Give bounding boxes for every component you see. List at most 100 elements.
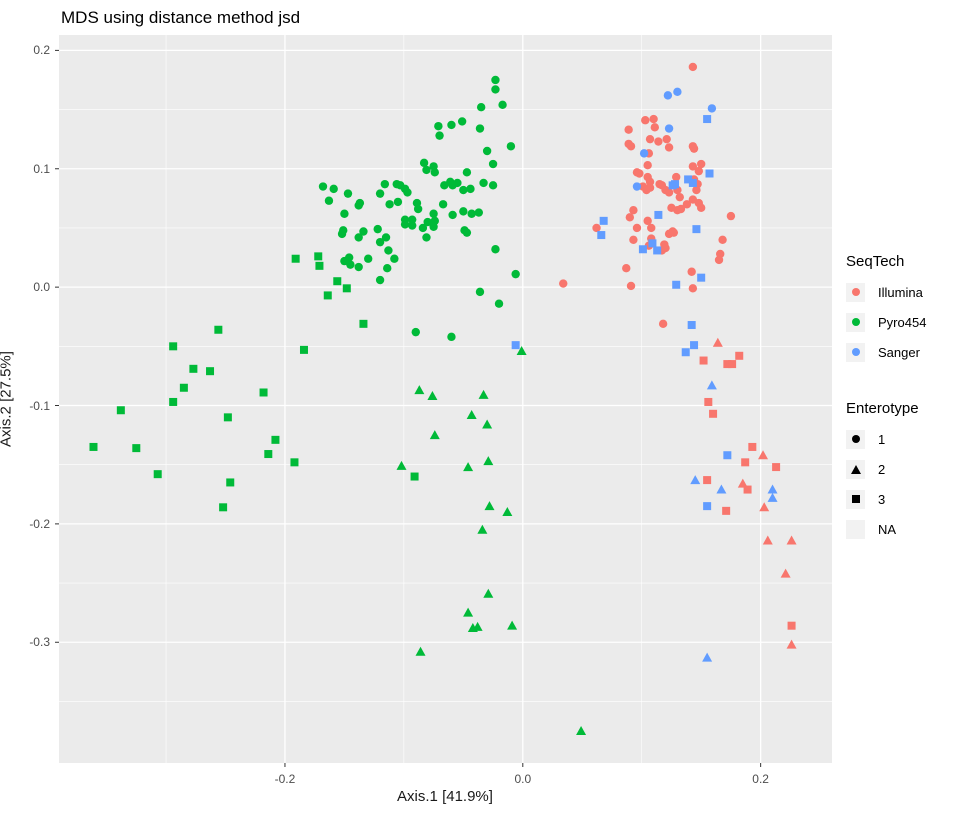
data-point-pyro454-2 [483, 456, 494, 466]
data-point-pyro454-2 [415, 646, 426, 656]
data-point-sanger-1 [673, 87, 682, 97]
data-point-pyro454-1 [346, 260, 355, 269]
data-point-sanger-3 [723, 451, 732, 460]
data-point-pyro454-3 [226, 478, 235, 487]
data-point-sanger-3 [648, 239, 657, 248]
data-point-illumina-1 [649, 114, 658, 124]
data-point-sanger-3 [653, 246, 662, 255]
data-point-illumina-3 [735, 351, 744, 360]
data-point-pyro454-1 [448, 210, 457, 220]
data-point-illumina-1 [682, 200, 692, 209]
legend-key [846, 342, 865, 362]
data-point-pyro454-2 [396, 460, 407, 470]
data-point-pyro454-3 [342, 284, 351, 293]
data-point-pyro454-3 [179, 383, 188, 392]
data-point-illumina-1 [726, 211, 736, 221]
data-point-pyro454-3 [132, 444, 141, 453]
data-point-sanger-3 [688, 178, 697, 187]
data-point-pyro454-3 [189, 364, 198, 373]
data-point-pyro454-1 [429, 209, 438, 218]
legend-item-label: 1 [878, 431, 886, 447]
data-point-pyro454-1 [459, 207, 468, 216]
legend-item-enterotype-2: 2 [846, 454, 919, 484]
data-point-sanger-3 [692, 225, 701, 234]
data-point-pyro454-2 [429, 430, 440, 440]
data-point-illumina-2 [758, 450, 769, 460]
legend-enterotype: Enterotype 1 2 3 NA [846, 400, 919, 544]
data-point-pyro454-3 [89, 442, 98, 451]
data-point-illumina-1 [645, 183, 655, 192]
legend-item-label: 2 [878, 461, 886, 477]
data-point-pyro454-1 [408, 215, 417, 224]
data-point-illumina-1 [675, 192, 684, 202]
data-point-illumina-1 [635, 169, 644, 178]
data-point-pyro454-1 [354, 262, 363, 272]
data-point-pyro454-1 [479, 178, 488, 188]
data-point-pyro454-2 [507, 620, 518, 630]
legend-key [846, 312, 865, 332]
data-point-sanger-2 [690, 475, 701, 485]
data-point-pyro454-3 [223, 413, 232, 422]
data-point-illumina-1 [661, 243, 670, 253]
data-point-sanger-3 [597, 231, 606, 240]
x-axis-title: Axis.1 [41.9%] [397, 788, 493, 805]
data-point-pyro454-1 [435, 131, 444, 140]
data-point-pyro454-3 [271, 435, 280, 444]
data-point-pyro454-1 [491, 75, 500, 85]
data-point-sanger-1 [664, 124, 674, 133]
data-point-illumina-1 [626, 281, 636, 291]
data-point-illumina-1 [645, 177, 655, 186]
data-point-pyro454-1 [385, 200, 394, 209]
data-point-pyro454-1 [337, 229, 347, 239]
data-point-illumina-1 [645, 134, 655, 144]
data-point-pyro454-1 [474, 208, 483, 217]
data-point-pyro454-1 [329, 184, 338, 194]
data-point-illumina-1 [692, 185, 701, 195]
data-point-illumina-3 [699, 356, 708, 365]
data-point-illumina-1 [624, 125, 633, 134]
x-tick-label: 0.2 [752, 772, 769, 786]
data-point-pyro454-2 [516, 346, 527, 356]
data-point-pyro454-1 [318, 182, 328, 191]
data-point-illumina-1 [626, 142, 636, 151]
data-point-pyro454-3 [410, 472, 419, 481]
data-point-illumina-2 [780, 568, 791, 578]
data-point-pyro454-3 [153, 470, 162, 479]
legend-key [846, 459, 865, 479]
data-point-pyro454-1 [459, 185, 468, 195]
data-point-illumina-3 [743, 485, 752, 494]
x-tick-label: -0.2 [274, 772, 296, 786]
data-point-illumina-3 [748, 442, 757, 451]
data-point-pyro454-3 [359, 319, 368, 328]
legend-item-label: 3 [878, 491, 886, 507]
legend-item-sanger: Sanger [846, 337, 926, 367]
data-point-sanger-2 [706, 380, 717, 390]
legend-seqtech: SeqTech Illumina Pyro454 Sanger [846, 253, 926, 367]
data-point-pyro454-1 [418, 223, 428, 233]
data-point-pyro454-1 [506, 142, 516, 151]
data-point-sanger-3 [638, 245, 647, 254]
data-point-pyro454-1 [488, 181, 498, 190]
data-point-pyro454-1 [403, 188, 412, 197]
data-point-sanger-3 [687, 321, 696, 330]
data-point-illumina-1 [625, 213, 635, 222]
circle-shape-icon [851, 435, 860, 443]
data-point-illumina-1 [696, 159, 706, 169]
y-axis-title: Axis.2 [27.5%] [0, 351, 15, 447]
data-point-illumina-1 [664, 229, 674, 239]
data-point-pyro454-3 [333, 277, 342, 286]
legend-enterotype-title: Enterotype [846, 400, 919, 417]
data-point-illumina-2 [712, 337, 723, 347]
data-point-sanger-2 [702, 652, 713, 662]
data-point-pyro454-1 [354, 233, 363, 242]
data-point-pyro454-1 [422, 233, 431, 242]
y-tick-label: 0.0 [33, 280, 50, 295]
data-point-pyro454-3 [206, 367, 215, 376]
data-point-illumina-1 [714, 255, 724, 265]
legend-item-enterotype-na: NA [846, 514, 919, 544]
data-point-pyro454-3 [169, 342, 178, 351]
data-point-pyro454-2 [478, 389, 489, 399]
data-point-illumina-1 [664, 143, 674, 152]
data-point-illumina-2 [786, 639, 797, 649]
